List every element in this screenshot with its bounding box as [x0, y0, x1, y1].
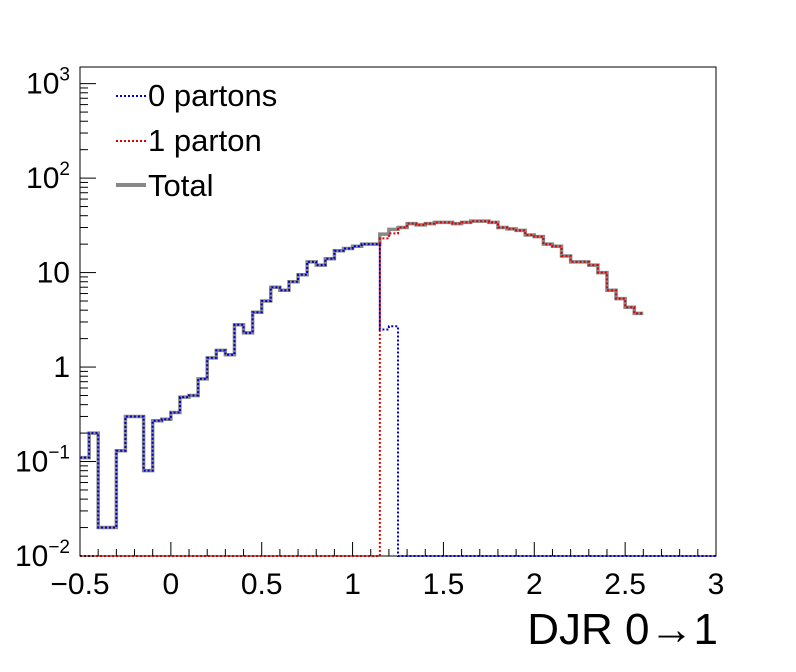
- y-tick-label: 102: [26, 159, 70, 195]
- x-tick-label: 0.5: [241, 568, 283, 601]
- x-tick-label: 3: [708, 568, 725, 601]
- y-tick-label: 10−1: [15, 443, 70, 479]
- legend-label-total: Total: [148, 168, 213, 203]
- legend: 0 partons 1 parton Total: [116, 78, 277, 203]
- series-layer: [80, 219, 716, 557]
- series-total: [80, 219, 644, 530]
- x-tick-label: 2: [526, 568, 543, 601]
- x-tick-label: 1: [344, 568, 361, 601]
- x-tick-label: 1.5: [423, 568, 465, 601]
- x-tick-label: 2.5: [604, 568, 646, 601]
- y-tick-label: 10: [37, 257, 70, 290]
- x-axis-title: DJR 0→1: [527, 605, 718, 654]
- y-tick-label: 10−2: [15, 537, 70, 573]
- y-tick-label: 1: [53, 351, 70, 384]
- series-0-partons: [80, 243, 716, 557]
- series-1-parton: [80, 220, 644, 557]
- y-tick-label: 103: [26, 65, 70, 101]
- x-tick-label: 0: [163, 568, 180, 601]
- legend-label-1-parton: 1 parton: [148, 123, 262, 158]
- legend-label-0-partons: 0 partons: [148, 78, 277, 113]
- x-axis: −0.5 0 0.5 1 1.5 2 2.5 3: [50, 542, 724, 601]
- x-tick-label: −0.5: [50, 568, 109, 601]
- y-axis: 10−2 10−1 1 10 102 103: [15, 65, 96, 573]
